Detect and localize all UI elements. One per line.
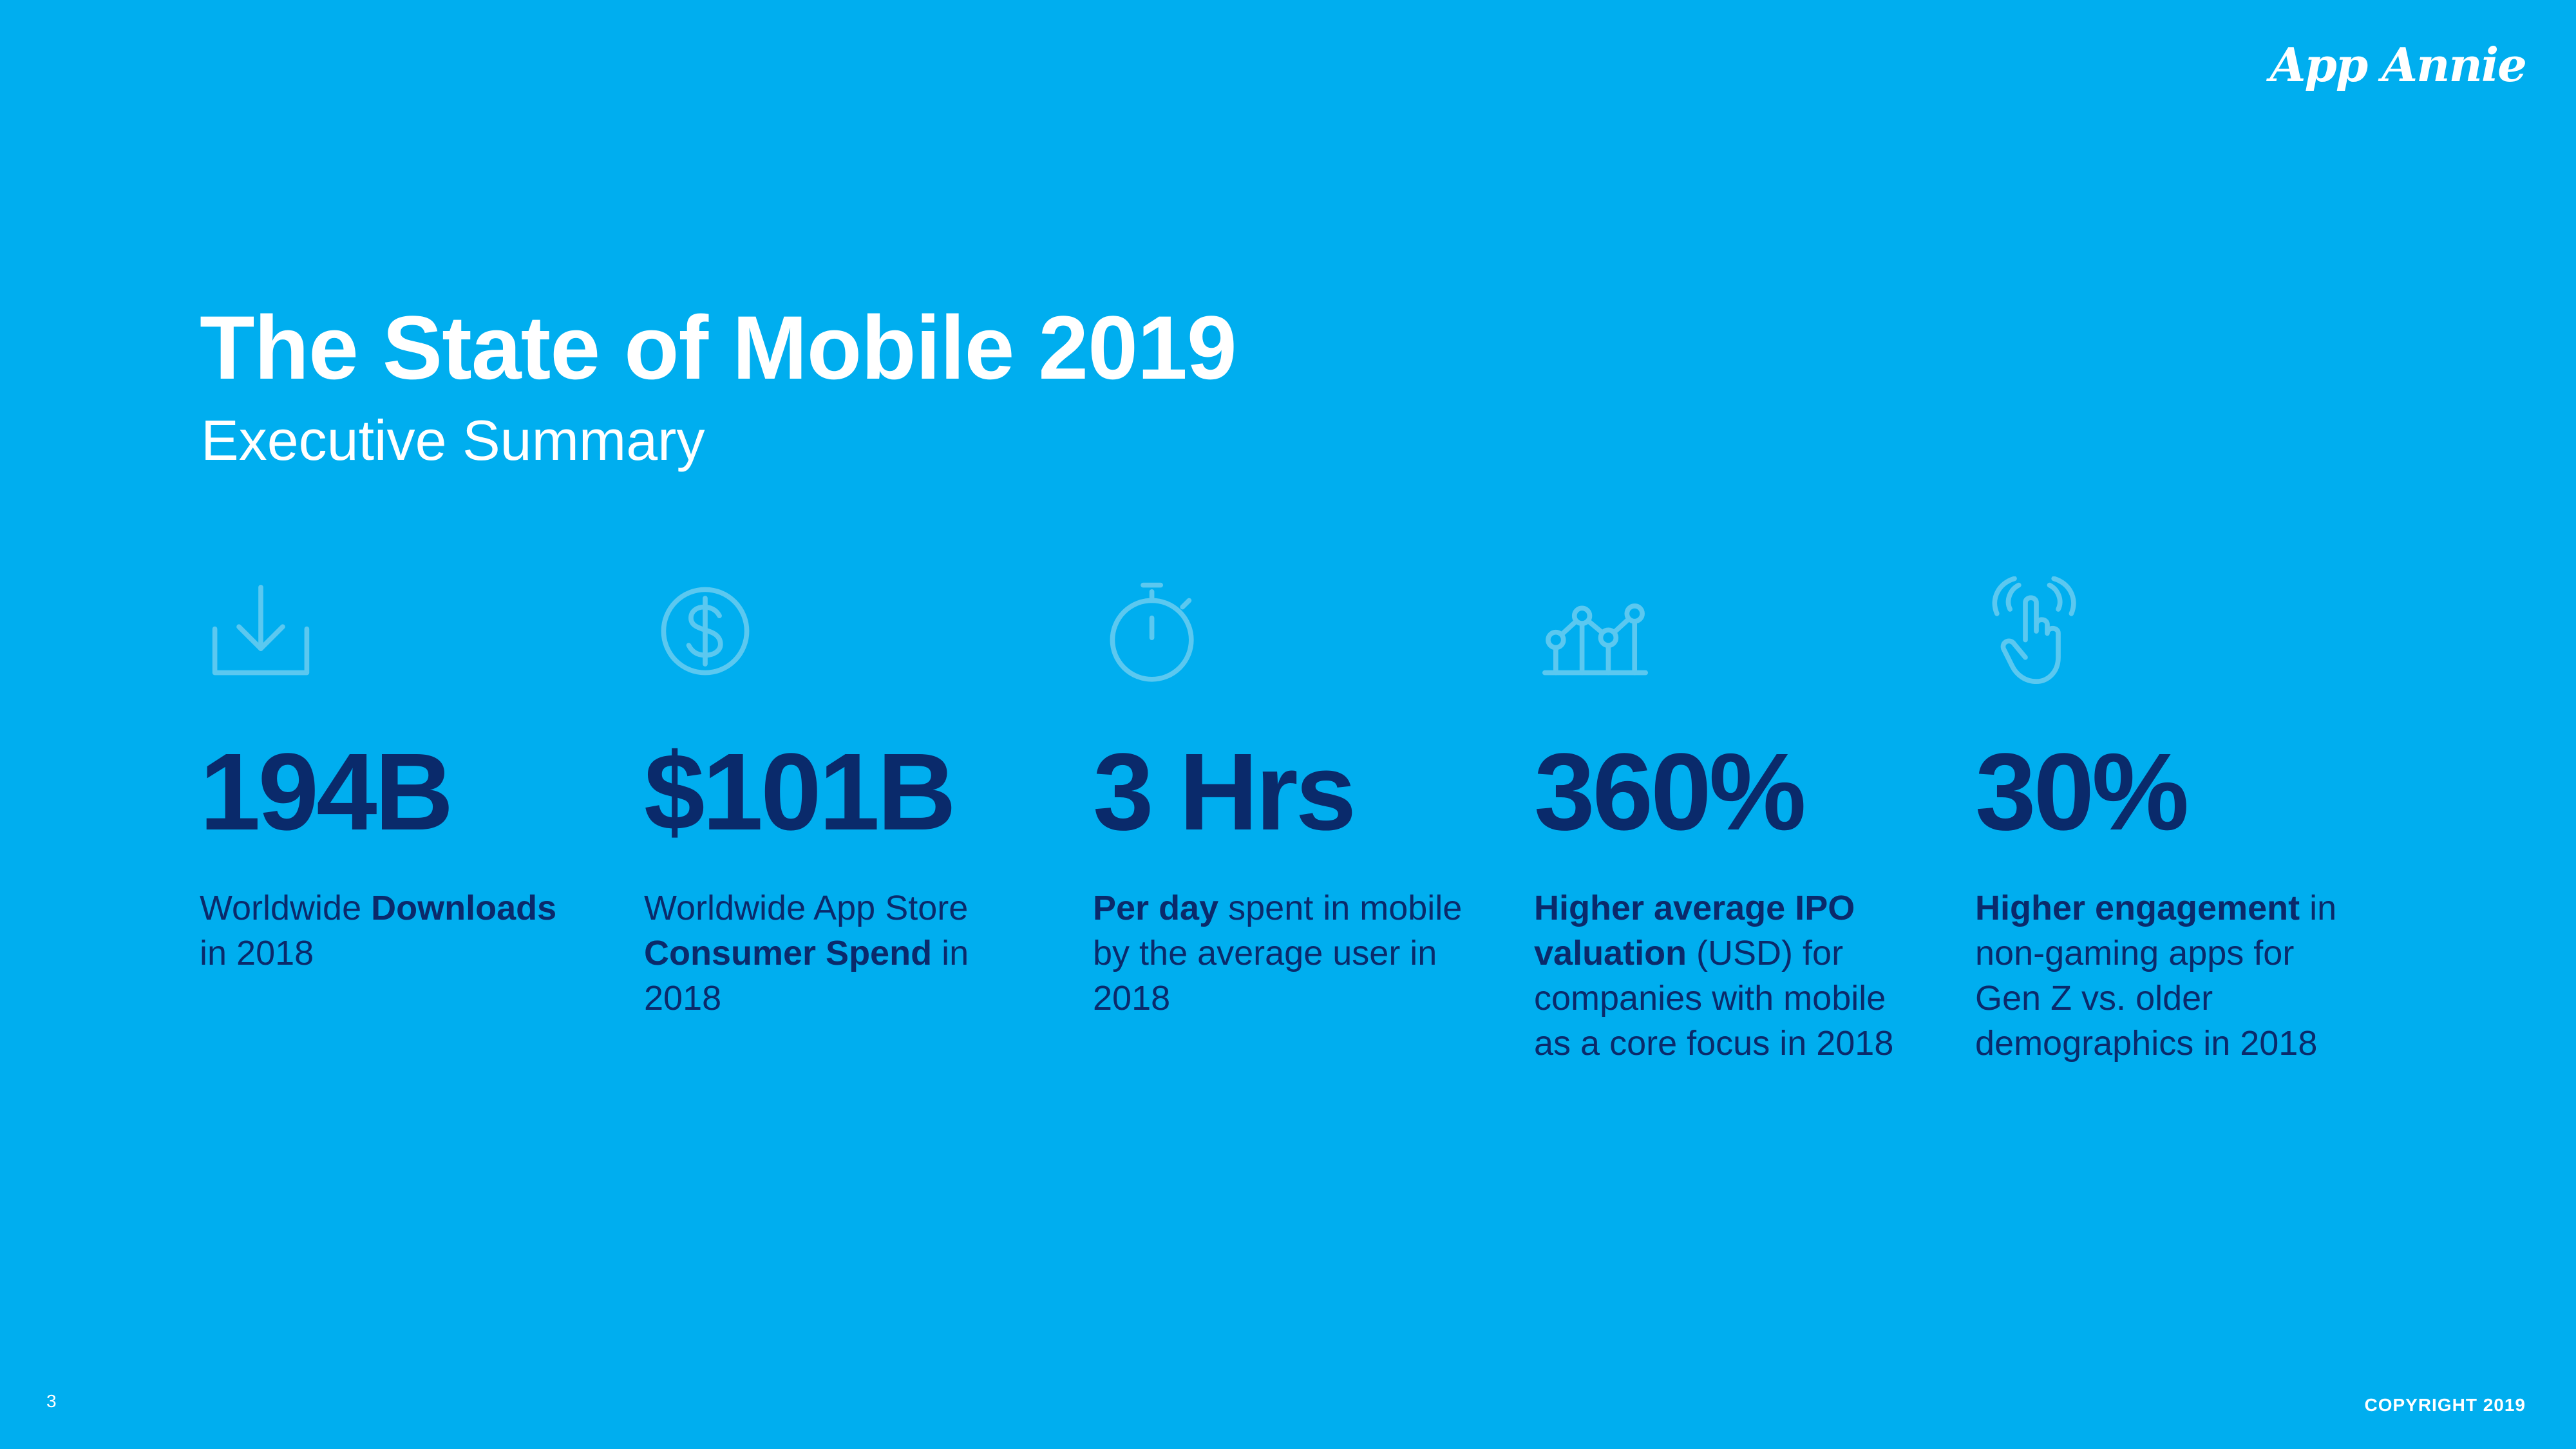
stat-description: Worldwide App Store Consumer Spend in 20… — [644, 886, 1030, 1021]
stats-row: 194B Worldwide Downloads in 2018 $101B W… — [200, 576, 2389, 1156]
stat-value: $101B — [644, 731, 956, 853]
line-chart-icon — [1540, 576, 1650, 686]
app-annie-logo: App Annie — [2269, 37, 2527, 92]
desc-highlight: Higher average IPO valuation — [1534, 889, 1855, 972]
desc-highlight: Higher engagement — [1975, 889, 2300, 927]
stat-description: Higher average IPO valuation (USD) for c… — [1534, 886, 1920, 1066]
desc-text: Worldwide App Store — [644, 889, 969, 927]
stat-value: 30% — [1975, 731, 2189, 853]
stat-value: 360% — [1534, 731, 1806, 853]
stat-description: Per day spent in mobile by the average u… — [1093, 886, 1479, 1021]
desc-text: in 2018 — [200, 934, 314, 972]
stopwatch-icon — [1099, 576, 1209, 686]
tap-gesture-icon — [1982, 576, 2091, 686]
desc-text: in 2018 — [644, 934, 969, 1018]
page-subtitle: Executive Summary — [201, 408, 705, 472]
desc-text: (USD) for companies with mobile as a cor… — [1534, 934, 1894, 1063]
desc-text: in non-gaming apps for Gen Z vs. older d… — [1975, 889, 2337, 1063]
desc-highlight: Consumer Spend — [644, 934, 933, 972]
page-number: 3 — [46, 1391, 57, 1411]
desc-text: spent in mobile by the average user in 2… — [1093, 889, 1463, 1018]
stat-value: 194B — [200, 731, 453, 853]
desc-highlight: Downloads — [371, 889, 557, 927]
dollar-coin-icon — [650, 576, 760, 686]
download-icon — [206, 576, 316, 686]
desc-text: Worldwide — [200, 889, 372, 927]
page-title: The State of Mobile 2019 — [200, 297, 1237, 398]
desc-highlight: Per day — [1093, 889, 1219, 927]
stat-description: Worldwide Downloads in 2018 — [200, 886, 586, 976]
copyright-notice: COPYRIGHT 2019 — [2364, 1395, 2526, 1415]
stat-description: Higher engagement in non-gaming apps for… — [1975, 886, 2362, 1066]
stat-value: 3 Hrs — [1093, 731, 1356, 853]
